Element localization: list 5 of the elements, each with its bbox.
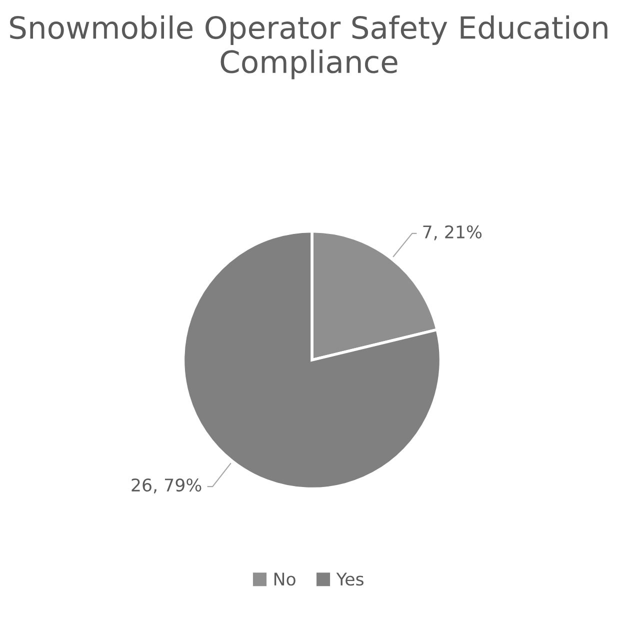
chart-title: Snowmobile Operator Safety Education Compliance — [10, 15, 608, 80]
data-label: 7, 21% — [423, 225, 482, 240]
legend-label: No — [274, 572, 296, 586]
data-label: 26, 79% — [132, 478, 202, 494]
legend-label: Yes — [336, 572, 364, 586]
